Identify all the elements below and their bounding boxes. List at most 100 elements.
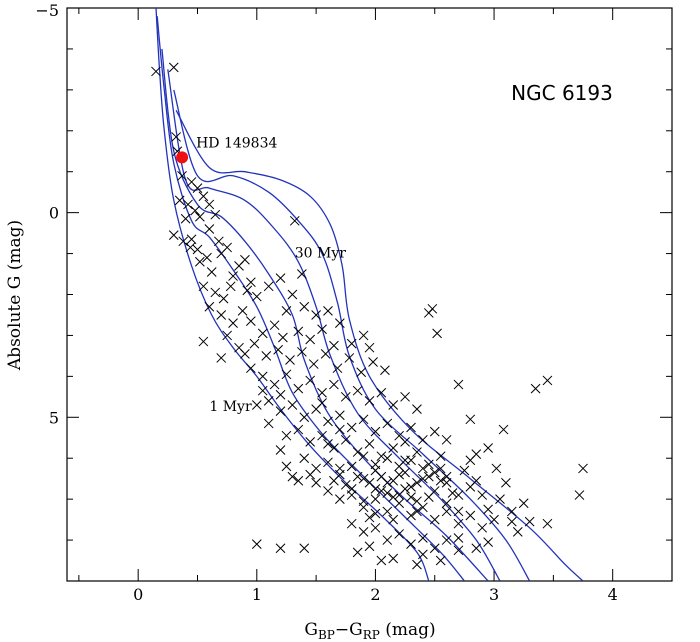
star-point: [261, 351, 272, 361]
star-point: [275, 389, 286, 400]
star-point: [501, 477, 511, 488]
star-point: [418, 463, 428, 474]
star-point: [195, 211, 205, 222]
star-point: [412, 404, 422, 414]
star-point: [376, 555, 387, 566]
x-title-sub-rp: RP: [363, 628, 380, 642]
star-point: [364, 512, 375, 523]
star-point: [358, 451, 369, 462]
star-point: [358, 496, 369, 507]
highlight-star-marker: [176, 151, 189, 164]
star-point: [198, 281, 209, 292]
star-point: [542, 518, 553, 529]
star-point: [251, 539, 262, 550]
star-point: [358, 414, 369, 425]
star-point: [388, 400, 399, 410]
star-point: [246, 363, 256, 374]
star-point: [293, 424, 304, 435]
star-point: [453, 533, 464, 543]
star-point: [287, 289, 298, 300]
star-point: [275, 543, 286, 554]
star-point: [257, 371, 268, 382]
star-point: [435, 463, 446, 474]
star-point: [251, 291, 262, 302]
star-point: [453, 379, 464, 390]
star-point: [202, 252, 212, 263]
star-point: [186, 234, 197, 245]
star-point: [198, 191, 209, 202]
star-point: [198, 336, 209, 347]
star-point: [228, 271, 238, 281]
star-point: [218, 293, 229, 304]
star-point: [524, 516, 535, 527]
x-title-sub-bp: BP: [318, 628, 335, 642]
star-point: [453, 545, 464, 556]
star-point: [242, 285, 253, 296]
star-point: [382, 488, 393, 498]
star-point: [376, 451, 387, 462]
star-point: [459, 465, 470, 476]
star-point: [317, 387, 327, 398]
star-point: [388, 514, 399, 525]
y-tick-label: 5: [49, 408, 59, 427]
star-point: [412, 496, 422, 507]
star-point: [400, 436, 410, 447]
star-point: [257, 328, 268, 339]
star-point: [281, 306, 292, 316]
star-point: [506, 516, 517, 527]
star-point: [376, 387, 387, 398]
star-point: [406, 539, 416, 550]
star-point: [358, 473, 369, 484]
star-point: [329, 475, 339, 486]
star-point: [498, 424, 509, 435]
star-point: [441, 535, 452, 545]
star-point: [323, 486, 333, 496]
star-point: [376, 471, 387, 482]
star-point: [204, 199, 215, 210]
x-title-g: G: [304, 620, 318, 640]
star-point: [269, 320, 280, 331]
star-point: [352, 385, 363, 396]
tick-labels: 0 1 2 3 4 −5 0 5: [35, 1, 617, 604]
star-point: [418, 434, 428, 445]
star-point: [210, 209, 221, 220]
star-point: [352, 447, 363, 457]
star-point: [358, 330, 369, 341]
star-point: [495, 494, 505, 504]
star-point: [418, 533, 428, 543]
star-point: [305, 334, 316, 345]
star-point: [388, 492, 399, 502]
star-point: [382, 418, 393, 429]
star-point: [435, 451, 446, 462]
star-point: [275, 273, 286, 283]
star-point: [293, 475, 304, 486]
star-point: [380, 365, 390, 376]
star-point: [185, 242, 196, 253]
star-point: [412, 506, 422, 517]
star-point: [400, 391, 410, 402]
star-point: [225, 281, 236, 292]
star-point: [334, 424, 345, 435]
y-axis-title: Absolute G (mag): [5, 220, 25, 371]
star-point: [293, 383, 304, 394]
star-point: [388, 443, 399, 453]
isochrone-1myr: [155, 8, 430, 581]
star-point: [344, 353, 355, 363]
star-point: [352, 471, 363, 482]
star-point: [332, 363, 343, 374]
star-point: [368, 357, 378, 367]
star-point: [412, 447, 422, 457]
star-point: [477, 522, 488, 533]
star-point: [491, 463, 502, 474]
star-point: [370, 508, 381, 519]
star-markers: [151, 62, 588, 570]
isochrone-10myr: [167, 69, 501, 581]
star-point: [578, 463, 588, 474]
star-point: [174, 195, 185, 206]
star-point: [429, 543, 440, 554]
star-point: [334, 463, 345, 474]
star-point: [542, 375, 553, 386]
star-point: [204, 224, 215, 234]
star-point: [364, 396, 375, 406]
